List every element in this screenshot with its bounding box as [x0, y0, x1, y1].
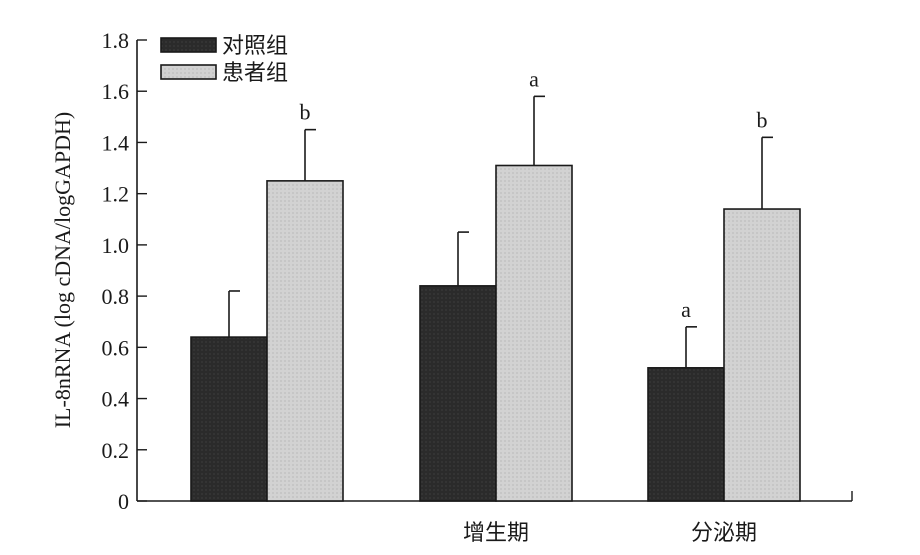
bar	[419, 285, 497, 502]
y-tick-label: 0.4	[102, 387, 130, 412]
y-axis-label: IL-8nRNA (log cDNA/logGAPDH)	[50, 112, 75, 429]
y-tick-label: 0.2	[102, 438, 130, 463]
significance-label: a	[529, 66, 539, 91]
x-tick-label: 增生期	[463, 521, 529, 546]
y-tick-label: 1.8	[102, 28, 130, 53]
bar	[266, 180, 344, 502]
significance-label: a	[681, 297, 691, 322]
bar	[647, 367, 725, 502]
y-tick-label: 1.4	[102, 130, 130, 155]
y-tick-label: 0	[118, 489, 129, 514]
bar	[495, 164, 573, 502]
bar	[723, 208, 801, 502]
axes: 0 0.2 0.4 0.6 0.8 1.0 1.2 1.4 1.6 1.8 增生期 分泌期	[102, 28, 853, 546]
significance-label: b	[300, 100, 311, 125]
legend-swatch	[160, 37, 217, 53]
legend-swatch	[160, 64, 217, 80]
bars-group: b a a b	[190, 66, 801, 502]
bar	[190, 336, 268, 502]
y-tick-label: 1.6	[102, 79, 130, 104]
y-tick-label: 1.0	[102, 233, 130, 258]
legend-label: 患者组	[222, 61, 288, 86]
y-tick-label: 1.2	[102, 182, 130, 207]
x-tick-label: 分泌期	[691, 521, 757, 546]
y-tick-label: 0.8	[102, 284, 130, 309]
legend-label: 对照组	[222, 34, 288, 59]
y-tick-label: 0.6	[102, 335, 130, 360]
significance-label: b	[757, 107, 768, 132]
